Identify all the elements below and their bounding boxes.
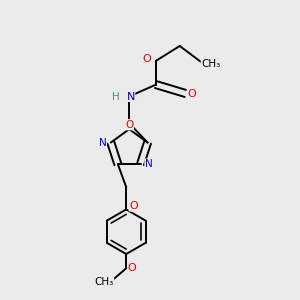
Text: CH₃: CH₃ xyxy=(201,59,220,69)
Text: O: O xyxy=(187,88,196,98)
Text: N: N xyxy=(99,137,106,148)
Text: H: H xyxy=(112,92,120,101)
Text: N: N xyxy=(145,159,153,169)
Text: O: O xyxy=(125,120,133,130)
Text: O: O xyxy=(128,263,136,273)
Text: CH₃: CH₃ xyxy=(94,277,114,287)
Text: N: N xyxy=(127,92,135,101)
Text: O: O xyxy=(129,201,138,211)
Text: O: O xyxy=(143,54,152,64)
